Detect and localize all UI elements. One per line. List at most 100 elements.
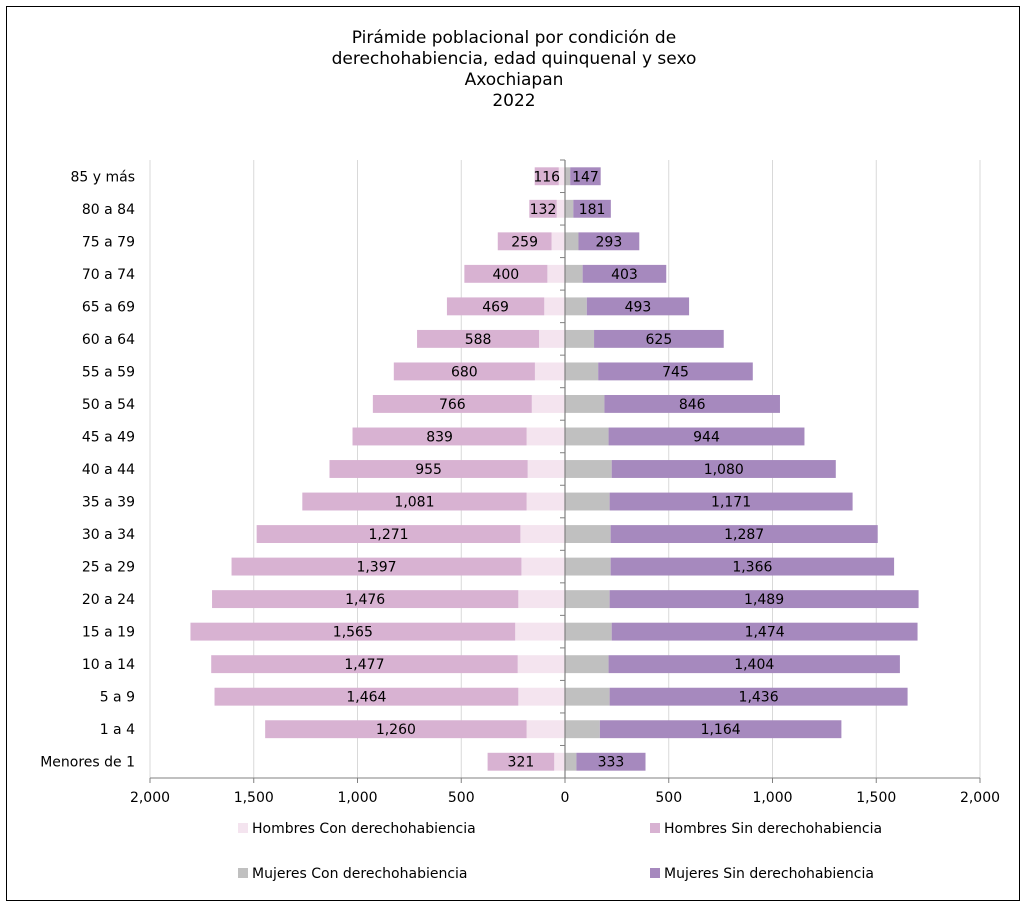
data-label: 1,164 (701, 722, 741, 738)
bar-mujeres-sin-derechohabiencia (608, 427, 805, 446)
bar-hombres-con-derechohabiencia (517, 655, 565, 674)
data-label: 132 (530, 202, 557, 218)
x-tick-label: 500 (655, 790, 682, 806)
bar-mujeres-con-derechohabiencia (565, 460, 612, 478)
axes-group: 2,000 1,500 1,000 500 0 500 1,000 1,500 2,000 Men… (40, 159, 1000, 806)
chart-title-line-4: 2022 (492, 91, 536, 111)
bar-mujeres-sin-derechohabiencia (611, 622, 918, 641)
bar-mujeres-sin-derechohabiencia (604, 395, 780, 413)
data-label: 147 (572, 169, 599, 185)
bar-mujeres-sin-derechohabiencia (609, 687, 908, 706)
x-tick-label: 1,000 (752, 790, 792, 806)
legend-label: Hombres Sin derechohabiencia (664, 821, 882, 837)
bar-mujeres-con-derechohabiencia (565, 752, 577, 771)
bar-hombres-con-derechohabiencia (547, 264, 565, 283)
bar-mujeres-sin-derechohabiencia (599, 720, 842, 739)
bar-mujeres-con-derechohabiencia (565, 232, 579, 251)
bar-mujeres-con-derechohabiencia (565, 264, 583, 283)
data-label: 588 (465, 332, 492, 348)
bar-hombres-sin-derechohabiencia (534, 167, 559, 186)
data-label: 1,489 (744, 592, 784, 608)
data-label: 839 (426, 429, 453, 445)
data-label: 403 (611, 267, 638, 283)
bar-hombres-con-derechohabiencia (515, 622, 565, 641)
data-label: 944 (693, 429, 720, 445)
chart-title-line-2: derechohabiencia, edad quinquenal y sexo (331, 49, 697, 69)
bar-mujeres-sin-derechohabiencia (611, 460, 836, 478)
y-category-label: 85 y más (70, 169, 135, 185)
y-category-label: 30 a 34 (82, 527, 135, 543)
y-category-label: 20 a 24 (82, 592, 135, 608)
chart-title: Pirámide poblacional por condición de de… (0, 28, 1028, 112)
bar-mujeres-con-derechohabiencia (565, 557, 611, 576)
data-label: 259 (511, 234, 538, 250)
y-category-label: 45 a 49 (82, 429, 135, 445)
x-tick-label: 1,500 (856, 790, 896, 806)
bar-hombres-sin-derechohabiencia (231, 557, 522, 576)
bar-mujeres-sin-derechohabiencia (570, 167, 601, 186)
bar-hombres-con-derechohabiencia (518, 590, 565, 609)
bar-hombres-con-derechohabiencia (527, 460, 565, 478)
bar-hombres-sin-derechohabiencia (417, 329, 540, 348)
data-label: 1,476 (345, 592, 385, 608)
bar-mujeres-con-derechohabiencia (565, 622, 612, 641)
data-label: 333 (598, 755, 625, 771)
data-label: 1,080 (704, 462, 744, 478)
data-label: 625 (646, 332, 673, 348)
data-label: 493 (625, 299, 652, 315)
x-tick-label: 2,000 (130, 790, 170, 806)
data-label: 1,474 (745, 625, 785, 641)
bar-mujeres-con-derechohabiencia (565, 687, 610, 706)
bar-hombres-sin-derechohabiencia (372, 395, 532, 413)
y-category-label: 70 a 74 (82, 267, 135, 283)
bar-mujeres-con-derechohabiencia (565, 199, 574, 218)
data-labels-group: 321 333 1,260 1,164 1,464 1,436 1,477 1,404 1,56… (333, 169, 785, 770)
bar-hombres-sin-derechohabiencia (302, 492, 527, 511)
data-label: 1,081 (394, 495, 434, 511)
bar-mujeres-sin-derechohabiencia (610, 557, 895, 576)
y-category-label: 5 a 9 (100, 690, 135, 706)
data-label: 680 (451, 364, 478, 380)
data-label: 1,287 (724, 527, 764, 543)
bar-hombres-con-derechohabiencia (539, 329, 565, 348)
data-label: 1,260 (376, 722, 416, 738)
bar-hombres-sin-derechohabiencia (446, 297, 545, 316)
y-category-label: 1 a 4 (100, 722, 135, 738)
data-label: 116 (533, 169, 560, 185)
legend-label: Mujeres Con derechohabiencia (252, 866, 468, 882)
bar-hombres-sin-derechohabiencia (211, 655, 518, 674)
bar-hombres-con-derechohabiencia (544, 297, 565, 316)
bar-hombres-con-derechohabiencia (531, 395, 565, 413)
y-category-label: 50 a 54 (82, 397, 135, 413)
y-category-label: 35 a 39 (82, 495, 135, 511)
y-category-label: 15 a 19 (82, 625, 135, 641)
x-tick-label: 1,500 (234, 790, 274, 806)
bar-hombres-con-derechohabiencia (521, 557, 565, 576)
bar-mujeres-sin-derechohabiencia (598, 362, 753, 381)
bar-hombres-con-derechohabiencia (526, 427, 565, 446)
data-label: 1,404 (734, 657, 774, 673)
bar-hombres-sin-derechohabiencia (497, 232, 552, 251)
data-label: 1,171 (711, 495, 751, 511)
bar-hombres-con-derechohabiencia (534, 362, 565, 381)
legend-swatch (238, 823, 248, 833)
bar-hombres-sin-derechohabiencia (393, 362, 535, 381)
data-label: 400 (492, 267, 519, 283)
bar-hombres-sin-derechohabiencia (256, 525, 521, 543)
bar-mujeres-con-derechohabiencia (565, 167, 571, 186)
bar-hombres-con-derechohabiencia (558, 167, 565, 186)
bar-mujeres-con-derechohabiencia (565, 492, 610, 511)
bar-mujeres-con-derechohabiencia (565, 427, 609, 446)
legend-swatch (650, 823, 660, 833)
chart-frame (6, 6, 1020, 901)
bar-mujeres-con-derechohabiencia (565, 395, 605, 413)
bar-mujeres-con-derechohabiencia (565, 362, 599, 381)
x-tick-label: 1,000 (337, 790, 377, 806)
bar-hombres-sin-derechohabiencia (214, 687, 519, 706)
x-tick-label: 0 (561, 790, 570, 806)
data-label: 846 (679, 397, 706, 413)
data-label: 766 (439, 397, 466, 413)
legend-label: Mujeres Sin derechohabiencia (664, 866, 874, 882)
bar-hombres-sin-derechohabiencia (265, 720, 527, 739)
